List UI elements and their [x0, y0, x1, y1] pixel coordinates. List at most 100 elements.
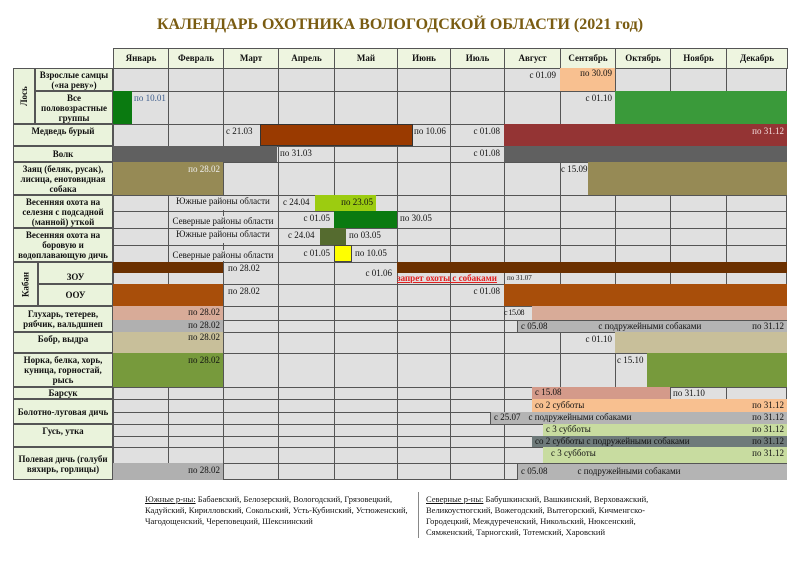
- row-label-wolf: Волк: [13, 146, 113, 162]
- south-label: Южные р-ны:: [145, 494, 196, 504]
- date-text: по 28.02: [188, 465, 220, 475]
- grid-line: [560, 68, 561, 480]
- grid-line: [13, 146, 787, 147]
- date-text: с 25.07: [494, 412, 521, 422]
- season-bar: с 15.08: [532, 387, 670, 399]
- date-text: с 01.09: [529, 70, 557, 80]
- season-bar: по 28.02: [113, 353, 223, 387]
- row-label-beaver: Бобр, выдра: [13, 332, 113, 353]
- row-label-oou: ООУ: [38, 284, 113, 306]
- dog-ban-note: запрет охоты с собаками: [397, 273, 497, 283]
- season-bar-dogs: с 05.08 с подружейными собаками: [517, 463, 787, 480]
- season-bar: [113, 284, 223, 306]
- season-bar: [588, 162, 787, 195]
- season-bar: по 30.09: [560, 68, 615, 91]
- grid-line: [334, 68, 335, 480]
- row-label-mink: Норка, белка, хорь, куница, горностай, р…: [13, 353, 113, 387]
- row-label-grouse: Глухарь, тетерев, рябчик, вальдшнеп: [13, 306, 113, 332]
- grid-line: [450, 68, 451, 480]
- date-text: с 15.09: [561, 164, 588, 174]
- date-text: с 24.04: [288, 230, 315, 240]
- grid-line: [13, 332, 787, 333]
- date-text: с 24.04: [283, 197, 310, 207]
- row-label-field: Полевая дичь (голуби вяхирь, горлицы): [13, 447, 113, 480]
- grid-line: [13, 245, 787, 246]
- grid-line: [13, 399, 787, 400]
- grid-line: [13, 320, 787, 321]
- season-bar: со 2 субботы по 31.12: [532, 399, 787, 412]
- date-text: по 10.05: [355, 248, 387, 258]
- grid-line: [13, 284, 787, 285]
- season-bar: [334, 245, 352, 262]
- footer-divider: [418, 492, 419, 538]
- month-header: Август: [504, 48, 561, 69]
- grid-line: [13, 91, 787, 92]
- dogs-note: с подружейными собаками: [598, 321, 702, 331]
- date-text: с 01.05: [303, 213, 331, 223]
- row-label-spring-drake: Весенняя охота на селезня с подсадной (м…: [13, 195, 113, 228]
- date-text: с 01.05: [303, 248, 331, 258]
- dogs-note: с подружейными собаками: [577, 466, 681, 476]
- season-bar: [113, 91, 132, 124]
- grid-line: [13, 195, 787, 196]
- grid-line: [13, 412, 787, 413]
- season-bar: [113, 146, 277, 162]
- date-text: с 15.10: [617, 355, 644, 365]
- row-label-bear: Медведь бурый: [13, 124, 113, 146]
- grid-line: [13, 387, 787, 388]
- north-list: Бабушкинский, Вашкинский, Верховажский, …: [426, 494, 649, 537]
- grid-line: [726, 68, 727, 480]
- season-bar: по 28.02: [113, 162, 223, 195]
- page-title: КАЛЕНДАРЬ ОХОТНИКА ВОЛОГОДСКОЙ ОБЛАСТИ (…: [156, 16, 644, 33]
- date-text: с 21.03: [226, 126, 253, 136]
- row-label-hare: Заяц (беляк, русак), лисица, енотовидная…: [13, 162, 113, 195]
- month-header: Декабрь: [726, 48, 788, 69]
- date-text: по 23.05: [341, 197, 373, 207]
- region-north-drake: Северные районы области: [169, 216, 277, 227]
- season-bar-dogs: по 28.02: [113, 320, 223, 332]
- region-south-fowl: Южные районы области: [169, 229, 277, 243]
- grid-line: [13, 228, 787, 229]
- date-text: по 31.12: [752, 126, 784, 136]
- date-text: по 31.12: [752, 400, 784, 410]
- date-text: с 01.08: [473, 126, 501, 136]
- date-text: с 3 субботы: [551, 448, 596, 458]
- date-text: по 28.02: [188, 307, 220, 317]
- grid-line: [168, 68, 169, 480]
- date-text: по 03.05: [349, 230, 381, 240]
- grid-line: [13, 306, 787, 307]
- date-text: по 31.12: [752, 448, 784, 458]
- row-label-marsh: Болотно-луговая дичь: [13, 399, 113, 424]
- grid-line: [13, 447, 787, 448]
- season-bar: [504, 284, 787, 306]
- season-bar: [260, 124, 413, 146]
- month-header: Сентябрь: [560, 48, 616, 69]
- date-text: с 05.08: [521, 466, 548, 476]
- grid-line: [13, 436, 787, 437]
- footer-south-districts: Южные р-ны: Бабаевский, Белозерский, Вол…: [145, 494, 410, 527]
- date-text: по 28.02: [188, 355, 220, 365]
- season-bar: [647, 353, 787, 387]
- season-bar-dogs: со 2 субботы с подружейными собаками по 3…: [532, 436, 787, 447]
- date-text: по 30.09: [580, 68, 612, 78]
- date-text: по 28.02: [188, 164, 220, 174]
- month-header: Май: [334, 48, 398, 69]
- month-header: Ноябрь: [670, 48, 727, 69]
- season-bar: [532, 306, 787, 320]
- row-label-zou: ЗОУ: [38, 262, 113, 284]
- season-bar: по 28.02: [113, 332, 223, 353]
- group-label-boar: Кабан: [13, 262, 38, 306]
- date-text: с 01.08: [473, 148, 501, 158]
- date-text: с 15.08: [504, 308, 525, 317]
- grid-line: [615, 68, 616, 480]
- date-text: со 2 субботы: [535, 400, 585, 410]
- season-bar-dogs: с 05.08 с подружейными собаками по 31.12: [517, 320, 787, 332]
- date-text: по 31.12: [752, 436, 784, 446]
- south-list: Бабаевский, Белозерский, Вологодский, Гр…: [145, 494, 408, 526]
- season-bar: с 3 субботы по 31.12: [543, 424, 787, 436]
- date-text: по 28.02: [228, 286, 260, 296]
- season-bar: [615, 91, 787, 124]
- date-text: с 01.06: [365, 268, 393, 278]
- season-bar: [615, 332, 787, 353]
- season-bar: по 23.05: [315, 195, 376, 211]
